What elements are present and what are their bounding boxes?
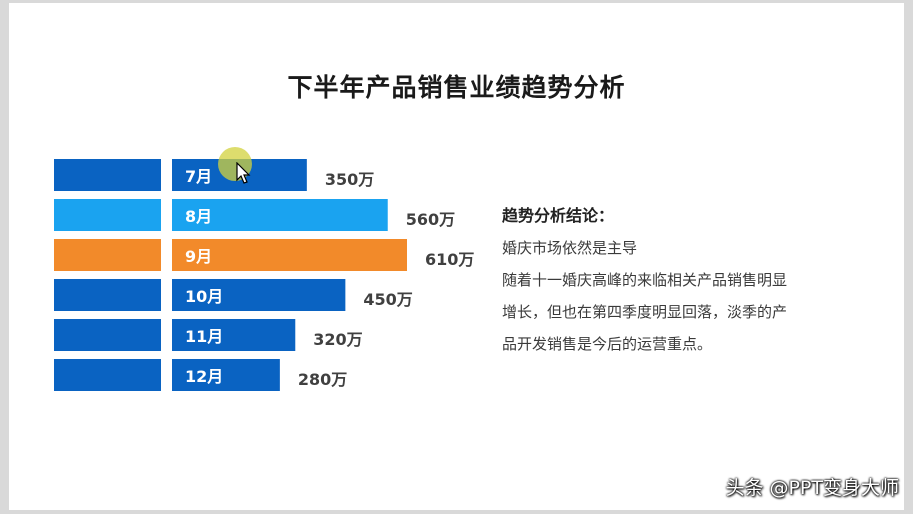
row-block-3 [54, 239, 161, 271]
row-block-2 [54, 199, 161, 231]
page-title: 下半年产品销售业绩趋势分析 [287, 73, 626, 102]
row-block-5 [54, 319, 161, 351]
analysis-heading: 趋势分析结论： [502, 206, 615, 225]
row-block-6 [54, 359, 161, 391]
category-label-3: 9月 [185, 247, 212, 266]
category-label-5: 11月 [185, 327, 223, 346]
category-label-2: 8月 [185, 207, 212, 226]
value-label-3: 610万 [425, 250, 474, 269]
category-label-6: 12月 [185, 367, 223, 386]
analysis-body: 随着十一婚庆高峰的来临相关产品销售明显增长，但也在第四季度明显回落，淡季的产品开… [502, 271, 788, 353]
bar-2 [172, 199, 388, 231]
bar-5 [172, 319, 296, 351]
value-label-5: 320万 [313, 330, 362, 349]
bar-4 [172, 279, 346, 311]
row-block-4 [54, 279, 161, 311]
bar-3 [172, 239, 407, 271]
value-label-1: 350万 [325, 170, 374, 189]
value-label-6: 280万 [298, 370, 347, 389]
bar-6 [172, 359, 280, 391]
analysis-panel: 趋势分析结论： 婚庆市场依然是主导 随着十一婚庆高峰的来临相关产品销售明显增长，… [502, 200, 792, 360]
value-label-4: 450万 [363, 290, 412, 309]
analysis-line1: 婚庆市场依然是主导 [502, 239, 638, 257]
category-label-1: 7月 [185, 167, 212, 186]
row-block-1 [54, 159, 161, 191]
mouse-pointer-icon [236, 162, 251, 184]
value-label-2: 560万 [406, 210, 455, 229]
category-label-4: 10月 [185, 287, 223, 306]
watermark-text: 头条 @PPT变身大师 [725, 477, 899, 499]
